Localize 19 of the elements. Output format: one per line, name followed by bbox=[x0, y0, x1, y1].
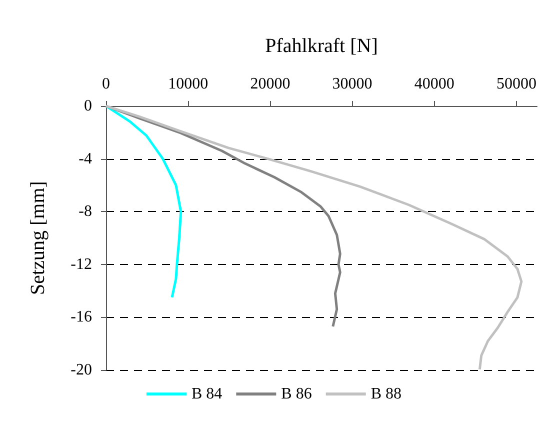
x-axis-title: Pfahlkraft [N] bbox=[265, 35, 378, 57]
y-axis-title: Setzung [mm] bbox=[27, 181, 49, 295]
x-tick-label: 10000 bbox=[168, 76, 208, 92]
y-tick-label: -12 bbox=[70, 256, 92, 273]
y-tick-label: -20 bbox=[70, 362, 92, 378]
x-tick-label: 20000 bbox=[250, 76, 290, 92]
x-tick-label: 0 bbox=[102, 76, 110, 92]
x-tick-label: 30000 bbox=[332, 76, 372, 92]
y-tick-label: -16 bbox=[70, 308, 92, 326]
x-tick-label: 40000 bbox=[414, 76, 454, 92]
y-tick-label: -8 bbox=[78, 203, 92, 220]
y-tick-label: 0 bbox=[84, 98, 92, 114]
line-series bbox=[104, 104, 342, 328]
x-tick-label: 50000 bbox=[496, 76, 536, 92]
legend-label: B 86 bbox=[281, 386, 312, 402]
legend-label: B 88 bbox=[370, 386, 402, 402]
legend-label: B 84 bbox=[191, 386, 222, 402]
y-tick-label: -4 bbox=[78, 150, 92, 168]
line-series bbox=[104, 104, 182, 299]
